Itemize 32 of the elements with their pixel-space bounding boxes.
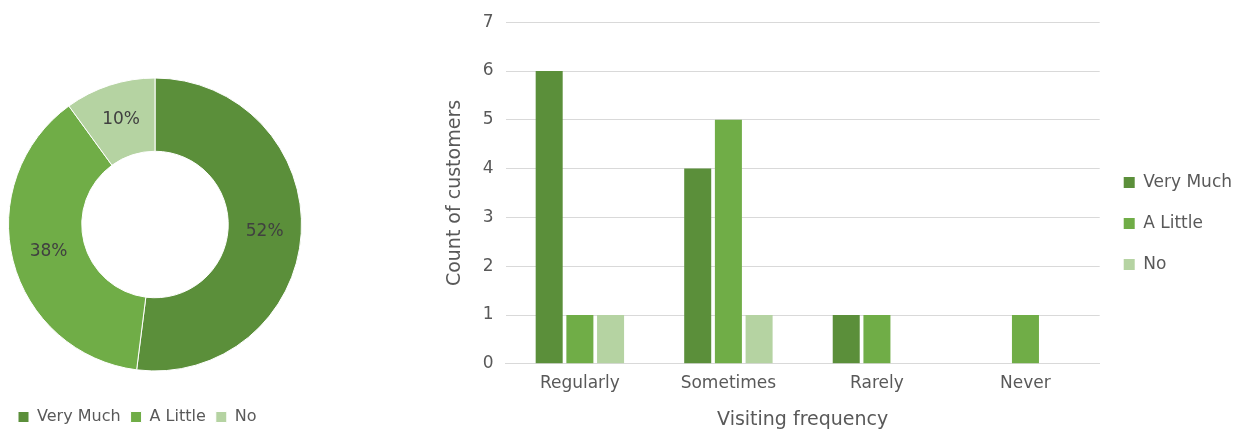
bar bbox=[684, 168, 712, 364]
y-tick-label: 2 bbox=[482, 254, 494, 275]
bar bbox=[597, 315, 625, 364]
bar bbox=[566, 315, 594, 364]
legend-label: No bbox=[1143, 252, 1167, 273]
x-tick-label: Regularly bbox=[539, 372, 620, 393]
bar bbox=[863, 315, 891, 364]
y-tick-label: 7 bbox=[482, 10, 494, 31]
x-tick-label: Rarely bbox=[850, 372, 904, 393]
x-tick-label: Sometimes bbox=[680, 372, 777, 393]
y-tick-label: 3 bbox=[482, 205, 494, 226]
x-axis-title: Visiting frequency bbox=[717, 406, 889, 429]
legend-label: A Little bbox=[149, 406, 206, 426]
legend-label: Very Much bbox=[37, 406, 121, 426]
y-tick-label: 1 bbox=[482, 303, 494, 324]
bar bbox=[1011, 315, 1039, 364]
legend-label: Very Much bbox=[1143, 170, 1233, 191]
bar bbox=[714, 119, 742, 364]
data-label: 10% bbox=[102, 108, 140, 129]
data-label: 38% bbox=[29, 240, 68, 261]
bar bbox=[832, 315, 860, 364]
y-tick-label: 6 bbox=[482, 59, 494, 80]
bar bbox=[745, 315, 773, 364]
x-tick-label: Never bbox=[1000, 372, 1051, 393]
y-tick-label: 4 bbox=[482, 157, 494, 178]
legend-label: No bbox=[234, 406, 257, 426]
y-tick-label: 0 bbox=[482, 352, 494, 373]
bar bbox=[535, 71, 563, 364]
y-tick-label: 5 bbox=[482, 108, 494, 129]
legend-label: A Little bbox=[1143, 211, 1203, 232]
data-label: 52% bbox=[245, 219, 284, 240]
y-axis-title: Count of customers bbox=[442, 99, 465, 287]
